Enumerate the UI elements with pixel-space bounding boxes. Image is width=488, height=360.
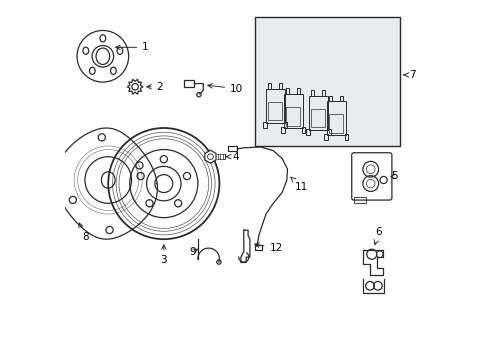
Text: 8: 8: [79, 223, 88, 242]
Bar: [255, 245, 261, 250]
Bar: [329, 114, 343, 133]
Text: 6: 6: [373, 228, 382, 244]
Bar: [326, 101, 345, 135]
Bar: [286, 107, 300, 126]
Circle shape: [196, 93, 201, 97]
Text: 10: 10: [207, 84, 243, 94]
Polygon shape: [204, 150, 216, 163]
Text: 11: 11: [290, 177, 307, 192]
Bar: [326, 129, 330, 135]
Bar: [284, 94, 302, 128]
Text: 7: 7: [403, 70, 415, 80]
Text: 1: 1: [116, 42, 149, 52]
Bar: [228, 146, 237, 151]
Bar: [305, 129, 309, 135]
Text: 4: 4: [226, 152, 238, 162]
Bar: [267, 83, 270, 89]
Bar: [281, 127, 284, 133]
Bar: [311, 109, 325, 127]
Bar: [263, 122, 266, 128]
Circle shape: [216, 260, 221, 264]
Text: 2: 2: [146, 82, 163, 92]
Bar: [278, 83, 282, 89]
Polygon shape: [127, 79, 142, 94]
Bar: [321, 90, 325, 96]
Bar: [285, 89, 288, 94]
Text: 9: 9: [188, 247, 198, 257]
Text: 3: 3: [160, 245, 167, 265]
Bar: [265, 89, 284, 123]
Bar: [308, 96, 327, 130]
Bar: [324, 134, 327, 140]
Bar: [268, 102, 282, 120]
Bar: [255, 17, 400, 146]
Bar: [345, 134, 348, 140]
Text: 5: 5: [390, 171, 397, 181]
Bar: [284, 122, 287, 128]
Text: 12: 12: [254, 243, 282, 253]
Bar: [353, 197, 366, 203]
Bar: [183, 80, 194, 87]
Bar: [302, 127, 305, 133]
Bar: [339, 96, 343, 101]
Bar: [328, 96, 331, 101]
Bar: [296, 89, 300, 94]
Bar: [310, 90, 313, 96]
